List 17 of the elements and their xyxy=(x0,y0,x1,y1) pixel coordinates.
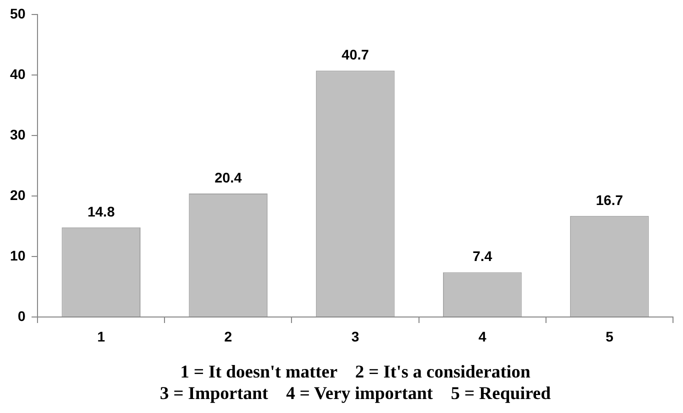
y-tick-label: 40 xyxy=(10,66,26,82)
y-tick-label: 50 xyxy=(10,5,26,22)
x-tick-label: 2 xyxy=(224,328,232,344)
data-label: 20.4 xyxy=(214,169,242,186)
data-label: 7.4 xyxy=(472,248,492,264)
data-label: 40.7 xyxy=(342,46,370,63)
x-axis-title: 1 = It doesn't matter 2 = It's a consideration 3 = Important 4 = Very important 5 = Required xyxy=(160,361,551,403)
y-tick-label: 20 xyxy=(10,186,26,203)
x-tick-label: 3 xyxy=(351,328,360,344)
x-tick-label: 5 xyxy=(606,328,614,344)
y-tick-label: 0 xyxy=(18,308,26,324)
data-label: 16.7 xyxy=(596,192,624,208)
data-label: 14.8 xyxy=(87,203,115,220)
y-tick-label: 30 xyxy=(10,126,26,142)
x-tick-label: 4 xyxy=(478,328,486,344)
x-tick-label: 1 xyxy=(97,328,106,344)
y-tick-label: 10 xyxy=(10,247,26,264)
